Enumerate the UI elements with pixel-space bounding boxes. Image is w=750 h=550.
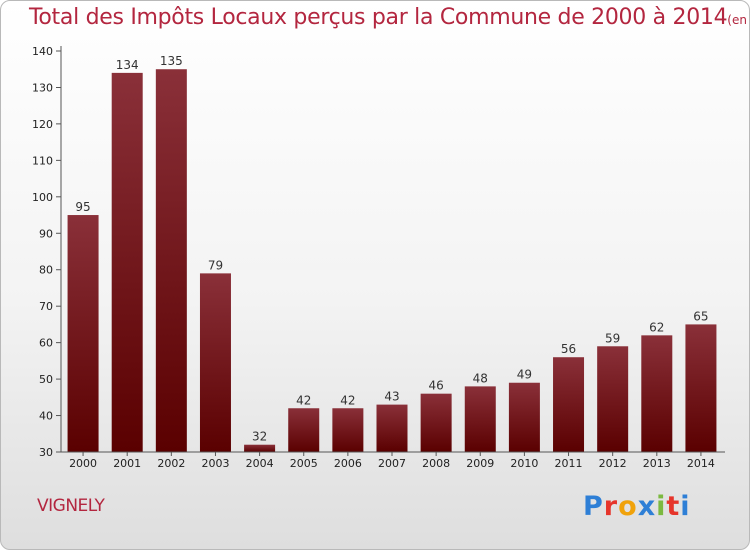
y-tick-label: 140	[32, 45, 53, 58]
y-tick-label: 100	[32, 191, 53, 204]
logo-letter: i	[656, 491, 667, 522]
x-tick-label: 2006	[334, 457, 362, 470]
bar	[199, 273, 231, 452]
logo-letter: P	[583, 491, 604, 522]
bar-value-label: 46	[428, 379, 443, 393]
y-tick-label: 110	[32, 154, 53, 167]
bar-value-label: 65	[693, 309, 708, 323]
bar-value-label: 59	[605, 331, 620, 345]
bar-value-label: 56	[561, 342, 576, 356]
x-tick-label: 2010	[510, 457, 538, 470]
bar	[597, 346, 629, 452]
y-tick-label: 60	[39, 337, 53, 350]
bar-value-label: 49	[517, 368, 532, 382]
x-tick-label: 2000	[69, 457, 97, 470]
proxiti-logo: Proxiti	[583, 491, 691, 522]
x-tick-label: 2007	[378, 457, 406, 470]
bar-value-label: 43	[384, 390, 399, 404]
bar	[111, 72, 143, 452]
bar-value-label: 48	[473, 371, 488, 385]
x-tick-label: 2009	[466, 457, 494, 470]
bar	[508, 382, 540, 452]
bar	[332, 408, 364, 452]
x-tick-label: 2012	[599, 457, 627, 470]
bar	[67, 215, 99, 452]
bar-value-label: 79	[208, 258, 223, 272]
y-tick-label: 70	[39, 300, 53, 313]
bar-value-label: 42	[296, 393, 311, 407]
logo-letter: o	[618, 491, 638, 522]
x-tick-label: 2001	[113, 457, 141, 470]
logo-letter: t	[666, 491, 681, 522]
bar-value-label: 135	[160, 54, 183, 68]
chart-unit: (en milliers d'€)	[727, 13, 749, 27]
bar	[288, 408, 320, 452]
bar-value-label: 42	[340, 393, 355, 407]
x-tick-label: 2004	[246, 457, 274, 470]
bar-value-label: 62	[649, 320, 664, 334]
logo-letter: r	[603, 491, 619, 522]
bar	[685, 324, 717, 452]
bar	[641, 335, 673, 452]
chart-title: Total des Impôts Locaux perçus par la Co…	[29, 5, 749, 30]
y-tick-label: 30	[39, 446, 53, 459]
x-tick-label: 2013	[643, 457, 671, 470]
bar	[155, 69, 187, 453]
bar-value-label: 32	[252, 430, 267, 444]
y-tick-label: 130	[32, 81, 53, 94]
bar	[376, 404, 408, 452]
bar-value-label: 95	[75, 200, 90, 214]
x-tick-label: 2005	[290, 457, 318, 470]
y-tick-label: 40	[39, 410, 53, 423]
bar	[420, 393, 452, 452]
x-tick-label: 2014	[687, 457, 715, 470]
y-tick-label: 80	[39, 264, 53, 277]
commune-name: VIGNELY	[37, 496, 105, 516]
y-tick-label: 90	[39, 227, 53, 240]
x-tick-label: 2003	[201, 457, 229, 470]
y-tick-label: 120	[32, 118, 53, 131]
logo-letter: x	[637, 491, 657, 522]
bar	[464, 386, 496, 452]
bar	[244, 444, 276, 452]
x-tick-label: 2011	[555, 457, 583, 470]
x-tick-label: 2002	[157, 457, 185, 470]
bar-value-label: 134	[116, 58, 139, 72]
chart-title-text: Total des Impôts Locaux perçus par la Co…	[29, 5, 728, 30]
bar	[553, 357, 585, 452]
y-tick-label: 50	[39, 373, 53, 386]
x-tick-label: 2008	[422, 457, 450, 470]
logo-letter: i	[680, 491, 691, 522]
